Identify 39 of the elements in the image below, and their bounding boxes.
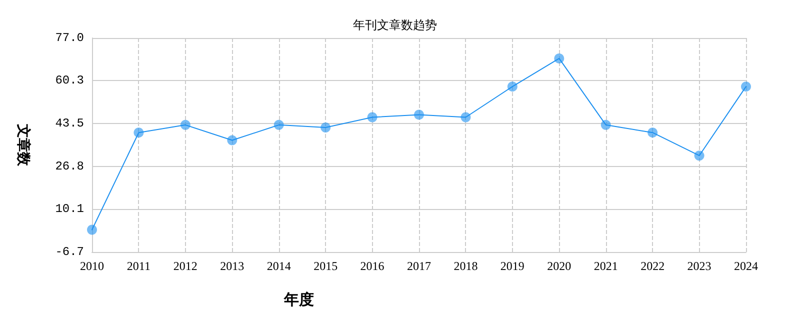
point bbox=[274, 120, 284, 130]
y-tick-label: 60.3 bbox=[55, 74, 84, 88]
x-tick-label: 2010 bbox=[80, 259, 104, 273]
x-tick-label: 2020 bbox=[547, 259, 572, 273]
x-tick-label: 2022 bbox=[640, 259, 665, 273]
x-tick-label: 2015 bbox=[314, 259, 338, 273]
x-tick-label: 2023 bbox=[687, 259, 712, 273]
y-tick-label: -6.7 bbox=[55, 245, 84, 259]
x-tick-label: 2012 bbox=[173, 259, 198, 273]
chart-title: 年刊文章数趋势 bbox=[353, 18, 437, 32]
x-tick-label: 2018 bbox=[454, 259, 478, 273]
x-tick-label: 2021 bbox=[594, 259, 618, 273]
point bbox=[741, 82, 751, 92]
x-tick-label: 2014 bbox=[266, 259, 291, 273]
point bbox=[460, 112, 471, 122]
y-tick-label: 26.8 bbox=[55, 159, 84, 174]
point bbox=[554, 53, 564, 64]
point bbox=[320, 122, 331, 132]
x-tick-label: 2017 bbox=[407, 259, 431, 273]
point bbox=[648, 128, 658, 138]
point bbox=[414, 110, 424, 120]
y-tick-label: 10.1 bbox=[55, 202, 84, 216]
x-tick-label: 2024 bbox=[734, 259, 758, 273]
x-axis-title: 年度 bbox=[283, 290, 314, 308]
y-axis-title: 文章数 bbox=[15, 123, 32, 167]
x-tick-label: 2011 bbox=[126, 259, 150, 273]
point bbox=[180, 120, 190, 130]
point bbox=[367, 112, 378, 122]
point bbox=[134, 128, 144, 138]
point bbox=[507, 82, 518, 92]
point bbox=[600, 120, 611, 130]
x-tick-label: 2019 bbox=[500, 259, 524, 273]
x-tick-label: 2013 bbox=[220, 259, 244, 273]
point bbox=[87, 224, 97, 235]
x-tick-label: 2016 bbox=[360, 259, 384, 273]
y-tick-label: 43.5 bbox=[55, 116, 84, 131]
y-tick-label: 77.0 bbox=[55, 31, 84, 45]
point bbox=[694, 150, 704, 161]
point bbox=[227, 135, 238, 146]
